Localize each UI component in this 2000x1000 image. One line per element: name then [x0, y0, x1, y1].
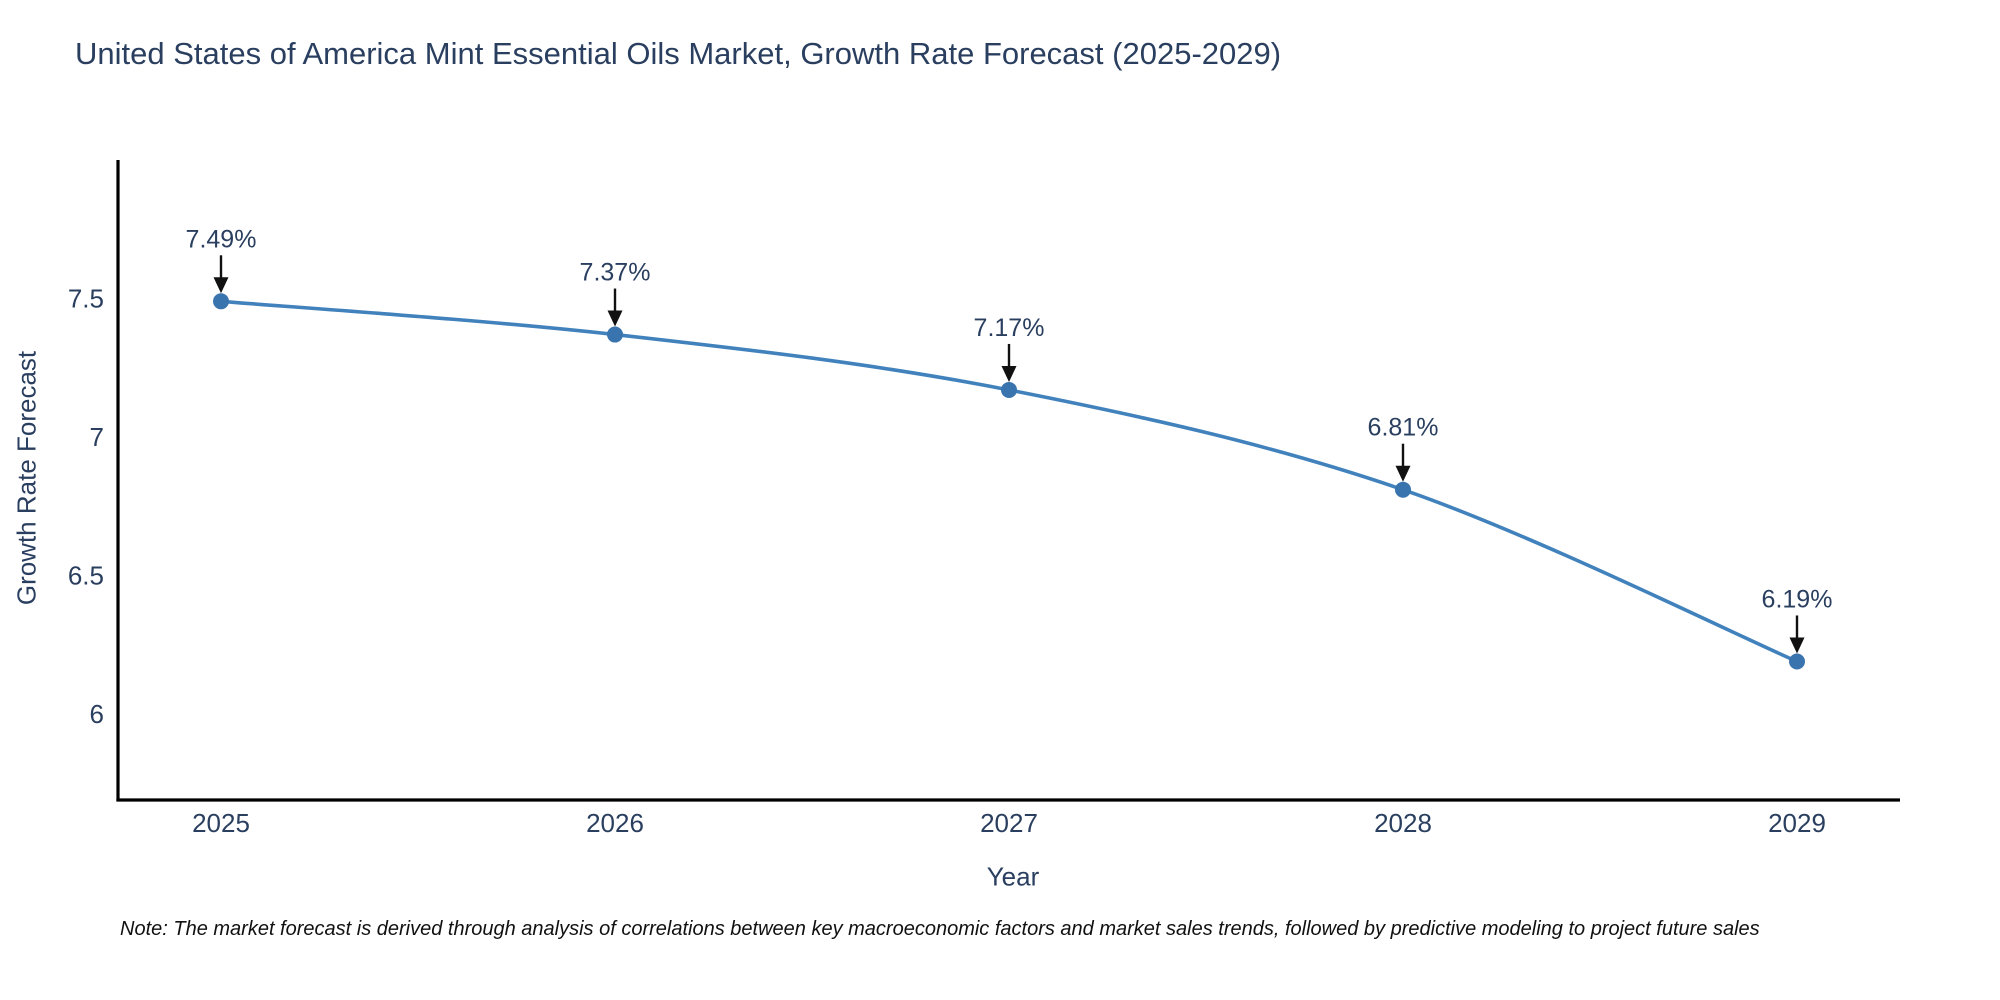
- chart-title: United States of America Mint Essential …: [75, 36, 1282, 71]
- data-point-marker: [1395, 481, 1411, 498]
- footnote: Note: The market forecast is derived thr…: [120, 918, 1760, 940]
- annotation-arrowhead: [1789, 637, 1805, 654]
- x-tick-label: 2028: [1374, 808, 1432, 838]
- data-point-label: 6.19%: [1762, 585, 1833, 613]
- y-tick-label: 7.5: [68, 284, 104, 314]
- data-point-marker: [213, 293, 229, 310]
- x-tick-label: 2029: [1768, 808, 1826, 838]
- annotation-arrowhead: [213, 277, 229, 294]
- data-point-label: 7.17%: [974, 314, 1045, 342]
- annotation-arrowhead: [607, 310, 623, 327]
- data-point-label: 7.49%: [186, 225, 257, 253]
- x-tick-label: 2027: [980, 808, 1038, 838]
- data-point-marker: [1001, 381, 1017, 398]
- x-tick-label: 2025: [192, 808, 250, 838]
- data-point-label: 6.81%: [1368, 414, 1439, 442]
- y-tick-label: 7: [90, 422, 104, 452]
- annotation-arrowhead: [1001, 365, 1017, 382]
- data-point-marker: [1789, 653, 1805, 670]
- data-point-label: 7.37%: [580, 259, 651, 287]
- x-tick-label: 2026: [586, 808, 644, 838]
- x-axis-title: Year: [986, 861, 1040, 892]
- annotation-arrowhead: [1395, 465, 1411, 482]
- y-tick-label: 6.5: [68, 561, 104, 591]
- y-tick-label: 6: [90, 699, 104, 729]
- data-point-marker: [607, 326, 623, 343]
